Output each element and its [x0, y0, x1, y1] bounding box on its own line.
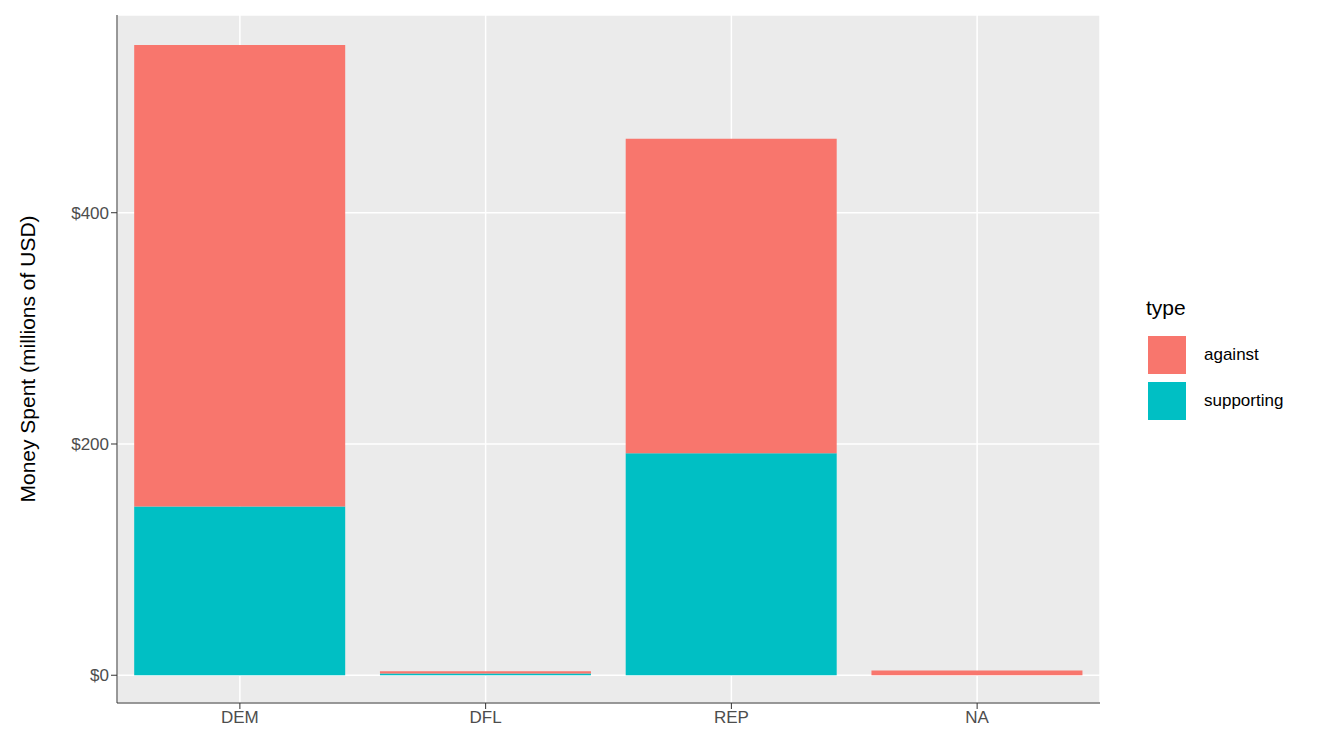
svg-text:DFL: DFL — [470, 708, 502, 727]
svg-text:Money Spent (millions of USD): Money Spent (millions of USD) — [16, 215, 39, 502]
html-text:type: type — [1146, 296, 1186, 319]
svg-text:DEM: DEM — [221, 708, 259, 727]
html-text:against: against — [1204, 345, 1259, 364]
svg-text:REP: REP — [714, 708, 749, 727]
html-text:supporting: supporting — [1204, 391, 1284, 410]
svg-text:NA: NA — [965, 708, 989, 727]
svg-text:$200: $200 — [71, 435, 109, 454]
svg-text:$400: $400 — [71, 204, 109, 223]
svg-text:$0: $0 — [90, 666, 109, 685]
